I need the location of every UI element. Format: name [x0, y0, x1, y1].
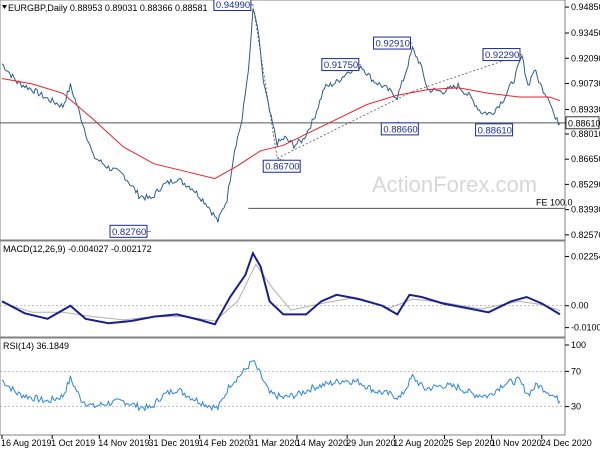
annotation-label: 0.94990 — [216, 0, 250, 11]
macd-ytick-label: -0.010039 — [571, 323, 600, 333]
annotation-label: 0.92910 — [376, 39, 410, 50]
rsi-panel-frame — [0, 337, 566, 436]
macd-signal-line — [1, 263, 561, 322]
annotation-label: 0.82760 — [112, 227, 146, 238]
rsi-ytick-label: 30 — [571, 402, 581, 412]
projection-line-1 — [252, 4, 278, 159]
annotation-box — [262, 159, 301, 173]
xtick-label: 14 Nov 2019 — [98, 438, 149, 448]
rsi-layer: 100 70 30 — [0, 340, 586, 412]
rsi-ytick-label: 100 — [571, 340, 586, 350]
projection-line-2 — [277, 91, 413, 159]
macd-layer: 0.022544 0.00 -0.010039 — [0, 250, 600, 333]
price-panel-frame — [0, 0, 566, 241]
annotation-box — [475, 123, 514, 137]
macd-panel-frame — [0, 240, 566, 338]
watermark: ActionForex.com — [372, 172, 537, 197]
annotation-label: 0.86700 — [265, 162, 299, 173]
xtick-label: 1 Oct 2019 — [51, 438, 95, 448]
macd-header: MACD(12,26,9) -0.004027 -0.002172 — [3, 244, 152, 254]
annotation-label: 0.88610 — [478, 125, 512, 136]
annotation-box — [213, 0, 252, 11]
price-line — [1, 8, 561, 223]
xtick-label: 16 Aug 2019 — [1, 438, 52, 448]
annotation-box — [482, 48, 521, 62]
moving-average-line — [1, 78, 561, 180]
rsi-line — [1, 360, 561, 412]
macd-line — [1, 250, 561, 326]
xtick-label: 14 Feb 2020 — [199, 438, 250, 448]
xtick-label: 10 Nov 2020 — [491, 438, 542, 448]
price-header-triangle-icon — [2, 5, 7, 9]
xtick-label: 31 Dec 2019 — [148, 438, 199, 448]
annotation-label: 0.91750 — [324, 60, 358, 71]
rsi-header: RSI(14) 36.1849 — [3, 341, 69, 351]
annotation-box — [321, 58, 360, 72]
annotation-label: 0.88660 — [383, 124, 417, 135]
annotation-box — [380, 122, 419, 136]
macd-ytick-label: 0.00 — [571, 301, 589, 311]
xtick-label: 31 Mar 2020 — [249, 438, 300, 448]
price-header: EURGBP,Daily 0.88953 0.89031 0.88366 0.8… — [8, 3, 208, 13]
annotation-box — [109, 224, 148, 238]
macd-ytick-label: 0.022544 — [571, 251, 600, 261]
x-axis: 16 Aug 2019 1 Oct 2019 14 Nov 2019 31 Dec 2… — [1, 435, 592, 448]
annotation-label: 0.92290 — [485, 50, 519, 61]
rsi-ytick-label: 70 — [571, 366, 581, 376]
current-price-box — [565, 116, 600, 130]
fe-label: FE 100.0 — [536, 197, 573, 207]
annotation-box — [373, 36, 412, 50]
xtick-label: 25 Sep 2020 — [443, 438, 494, 448]
current-price-label: 0.88610 — [568, 118, 600, 128]
xtick-label: 14 May 2020 — [296, 438, 348, 448]
xtick-label: 24 Dec 2020 — [541, 438, 592, 448]
xtick-label: 12 Aug 2020 — [393, 438, 444, 448]
xtick-label: 29 Jun 2020 — [346, 438, 396, 448]
